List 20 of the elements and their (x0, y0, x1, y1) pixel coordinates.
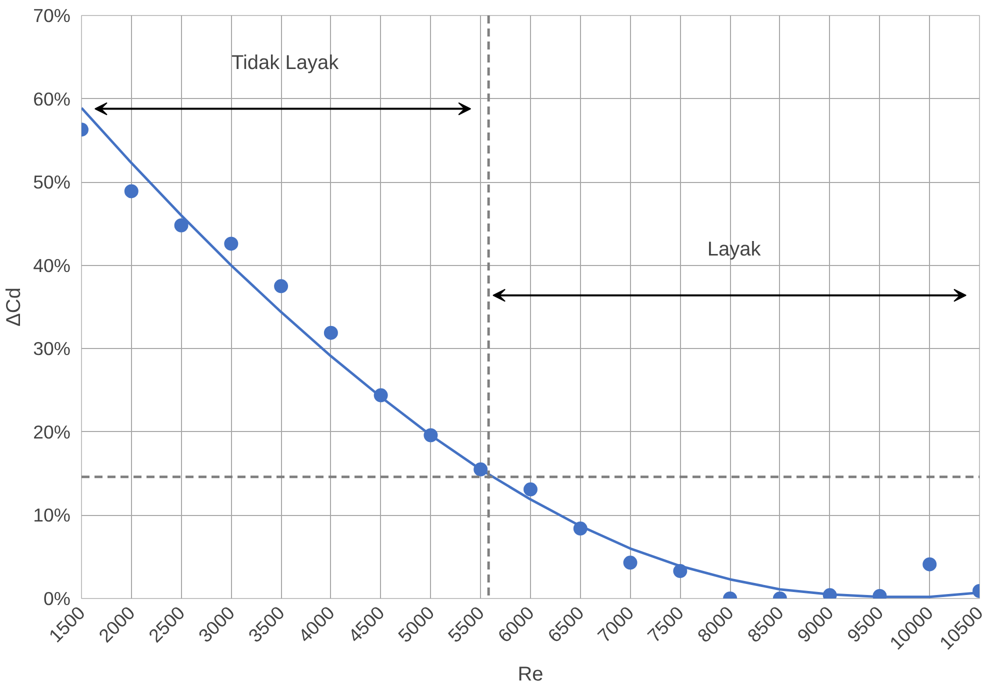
point (174, 218, 188, 232)
y-tick-label: 60% (33, 88, 71, 110)
annotation: Tidak Layak (232, 52, 340, 74)
point (922, 557, 937, 572)
y-tick-label: 40% (33, 254, 71, 276)
point (324, 326, 338, 340)
y-tick-label: 20% (33, 421, 71, 442)
y-axis-title: ΔCd (3, 288, 26, 326)
y-tick-label: 70% (33, 5, 71, 26)
y-tick-label: 10% (33, 504, 71, 526)
point (224, 236, 238, 251)
point (124, 184, 138, 198)
y-tick-label: 50% (33, 172, 71, 193)
y-tick-label: 0% (44, 588, 71, 609)
point (623, 556, 638, 570)
annotation: Layak (707, 238, 762, 260)
point (524, 482, 538, 496)
point (274, 279, 288, 294)
y-tick-label: 30% (33, 338, 71, 360)
x-axis-title: Re (518, 663, 544, 686)
